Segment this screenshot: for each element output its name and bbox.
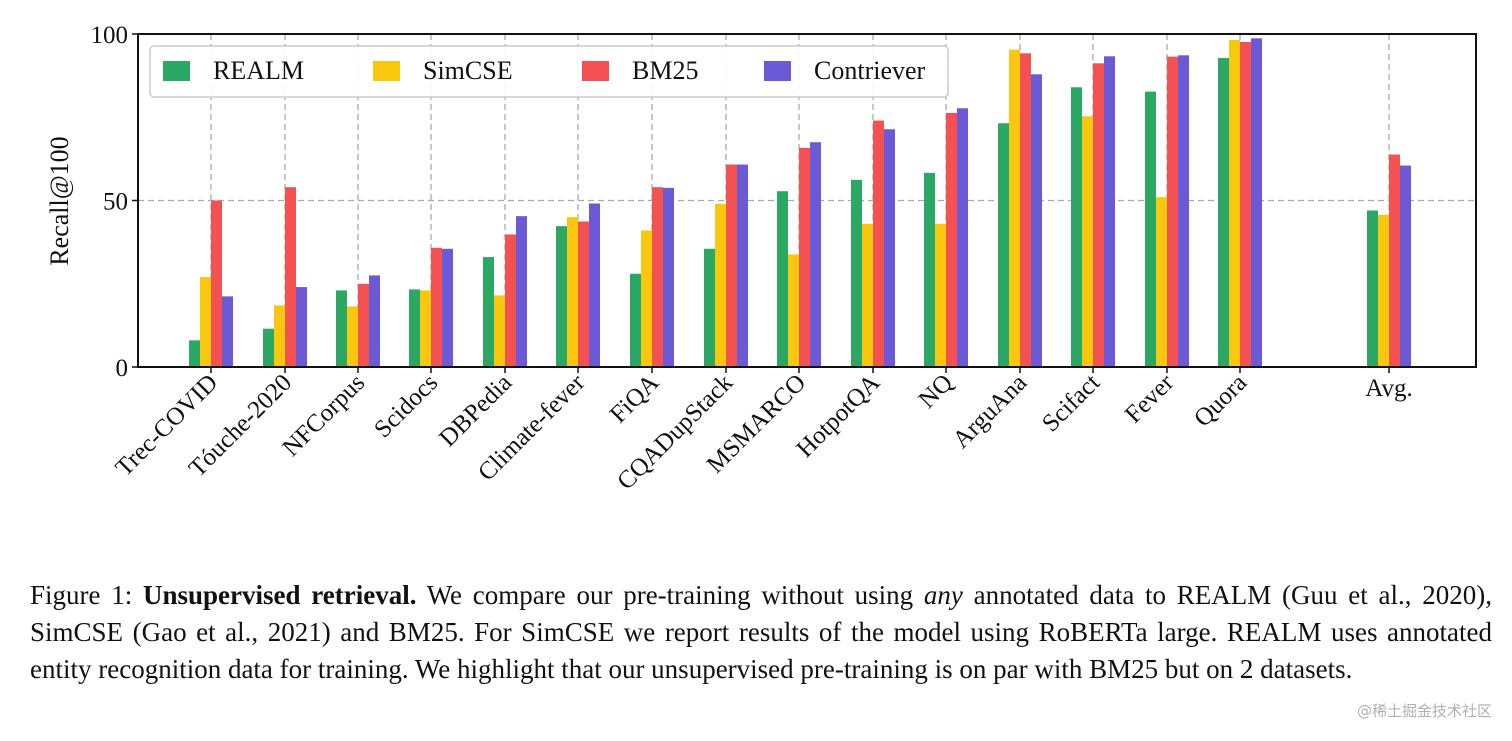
bar-bm25 (1389, 154, 1400, 367)
bar-contriever (1031, 74, 1042, 367)
x-tick-label: NQ (914, 369, 959, 414)
bar-simcse (715, 203, 726, 367)
bar-bm25 (946, 112, 957, 368)
bar-simcse (494, 295, 505, 367)
bar-contriever (442, 248, 453, 367)
bar-bm25 (1093, 63, 1104, 367)
bar-realm (851, 179, 862, 367)
x-tick-label: FiQA (605, 369, 664, 428)
bar-bm25 (1167, 56, 1178, 367)
bar-simcse (347, 306, 358, 367)
bar-simcse (1009, 49, 1020, 367)
figure-caption: Figure 1: Unsupervised retrieval. We com… (30, 577, 1492, 688)
x-tick-label: Avg. (1365, 375, 1412, 402)
x-tick-label: Quora (1189, 369, 1252, 432)
legend-swatch-contriever (764, 61, 791, 81)
x-tick-label: Scidocs (369, 369, 443, 443)
legend-swatch-bm25 (582, 61, 609, 81)
legend-swatch-simcse (373, 61, 400, 81)
y-axis-label: Recall@100 (45, 136, 74, 265)
bar-realm (998, 123, 1009, 367)
bar-simcse (935, 223, 946, 367)
bar-realm (1071, 87, 1082, 367)
bar-simcse (200, 277, 211, 367)
bar-realm (630, 273, 641, 367)
bar-bm25 (799, 147, 810, 367)
bar-bm25 (873, 120, 884, 367)
bar-realm (483, 257, 494, 367)
bar-contriever (957, 108, 968, 367)
caption-bold-title: Unsupervised retrieval. (143, 580, 417, 610)
legend-swatch-realm (163, 61, 190, 81)
bar-realm (189, 340, 200, 367)
x-tick-label: Scifact (1037, 369, 1105, 437)
bar-chart: 050100Trec-COVIDTóuche-2020NFCorpusScido… (45, 22, 1477, 495)
bar-contriever (369, 275, 380, 367)
bar-contriever (222, 296, 233, 367)
bar-realm (263, 328, 274, 367)
bar-realm (704, 248, 715, 367)
bar-contriever (589, 203, 600, 367)
bar-simcse (1156, 197, 1167, 367)
bar-bm25 (285, 187, 296, 367)
legend-label-simcse: SimCSE (423, 56, 513, 85)
x-tick-label: Fever (1120, 369, 1180, 429)
bar-simcse (420, 290, 431, 367)
bar-realm (336, 290, 347, 367)
caption-text-part1: We compare our pre-training without usin… (416, 580, 924, 610)
bar-simcse (1229, 39, 1240, 368)
bar-contriever (1251, 38, 1262, 367)
bar-contriever (1178, 55, 1189, 367)
legend: REALM SimCSE BM25 Contriever (149, 45, 949, 98)
bar-simcse (274, 305, 285, 367)
bar-bm25 (505, 234, 516, 367)
legend-label-realm: REALM (213, 56, 304, 85)
bar-simcse (1082, 116, 1093, 367)
bar-simcse (862, 223, 873, 367)
bar-bm25 (578, 221, 589, 367)
caption-prefix: Figure 1: (30, 580, 143, 610)
bar-bm25 (431, 247, 442, 367)
bar-simcse (567, 217, 578, 367)
bar-bm25 (358, 283, 369, 367)
caption-italic-word: any (923, 580, 963, 610)
bar-realm (1145, 91, 1156, 367)
bar-bm25 (1020, 53, 1031, 368)
bar-realm (1218, 57, 1229, 367)
x-tick-label: ArguAna (948, 369, 1033, 454)
bar-contriever (1400, 165, 1411, 367)
bar-layer (189, 38, 1411, 368)
legend-label-contriever: Contriever (814, 56, 926, 85)
bar-simcse (788, 254, 799, 367)
bar-realm (924, 172, 935, 367)
bar-realm (1367, 210, 1378, 367)
y-tick-label: 0 (116, 355, 129, 382)
y-tick-label: 100 (91, 22, 129, 49)
bar-contriever (884, 129, 895, 367)
bar-bm25 (726, 164, 737, 367)
bar-realm (556, 226, 567, 367)
caption-text-part2: annotated data to REALM (Guu et al., 202… (30, 580, 1492, 684)
bar-simcse (641, 230, 652, 367)
legend-label-bm25: BM25 (632, 56, 698, 85)
bar-contriever (737, 164, 748, 367)
bar-bm25 (1240, 41, 1251, 367)
bar-contriever (296, 287, 307, 367)
bar-contriever (516, 216, 527, 367)
legend-box (149, 45, 949, 98)
bar-realm (777, 191, 788, 367)
watermark: @稀土掘金技术社区 (1356, 702, 1492, 720)
bar-realm (409, 289, 420, 367)
bar-bm25 (652, 187, 663, 367)
bar-contriever (810, 142, 821, 367)
bar-contriever (1104, 56, 1115, 367)
y-tick-label: 50 (103, 189, 128, 216)
bar-bm25 (211, 200, 222, 367)
bar-contriever (663, 187, 674, 367)
bar-simcse (1378, 214, 1389, 367)
